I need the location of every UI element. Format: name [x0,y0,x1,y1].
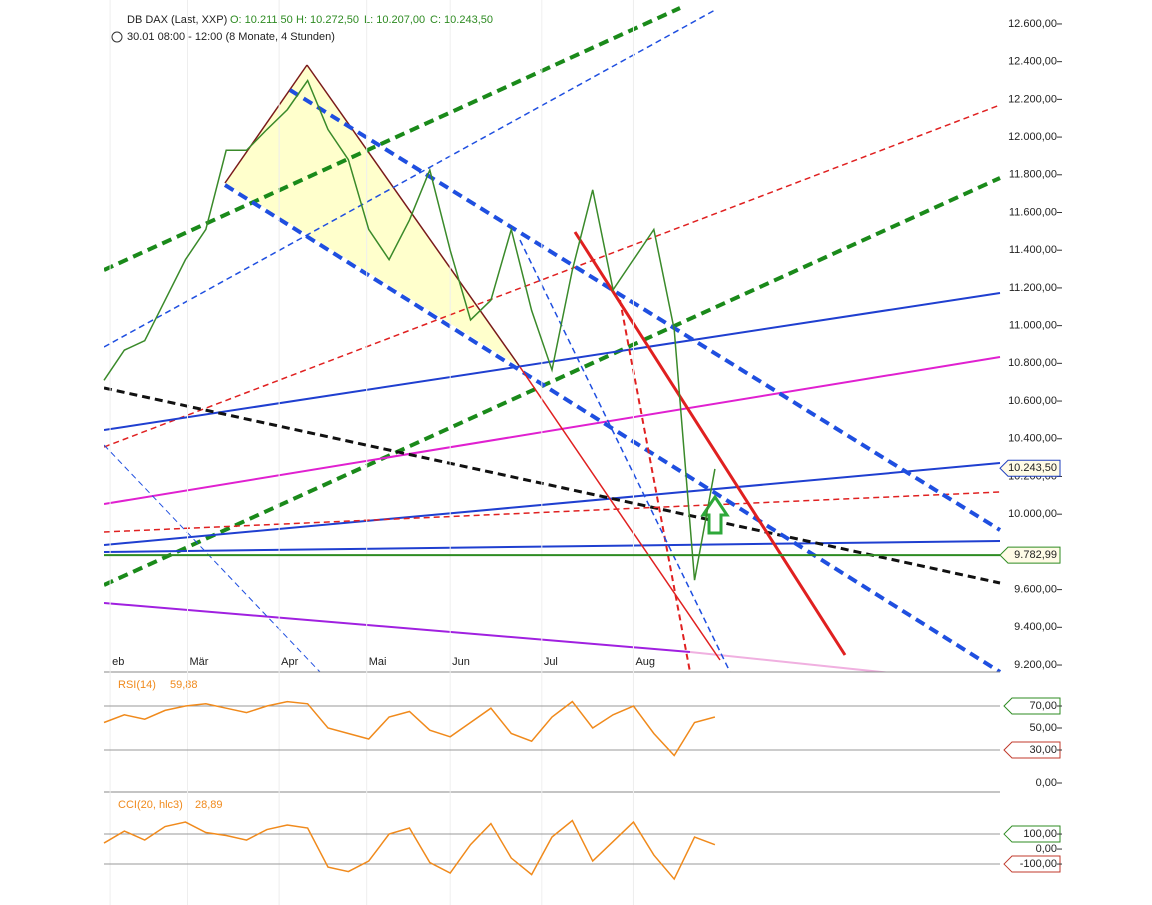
series-line [103,78,716,581]
trend-line [104,602,691,653]
x-tick-label: Jun [452,656,470,668]
y-tick-label: 70,00 [1029,700,1057,712]
trend-line [619,299,691,672]
ohlc: C: 10.243,50 [430,14,493,26]
trend-line [104,9,716,348]
y-tick-label: 10.000,00 [1008,508,1057,520]
trend-line [224,64,308,184]
y-tick-label: 9.600,00 [1014,584,1057,596]
arrow [700,494,730,535]
trend-line [104,540,1001,553]
x-tick-label: eb [112,656,124,668]
y-tick-label: 12.600,00 [1008,18,1057,30]
trend-line [104,386,1001,585]
trend-line [104,292,1001,431]
y-tick-label: 11.000,00 [1009,320,1057,332]
x-tick-label: Mär [189,656,208,668]
x-tick-label: Jul [544,656,558,668]
y-tick-label: 10.800,00 [1008,357,1057,369]
ohlc: O: 10.211,50 [230,14,293,26]
ohlc: H: 10.272,50 [296,14,359,26]
ohlc: L: 10.207,00 [364,14,425,26]
indicator-value: 28,89 [195,799,223,811]
trend-line [104,356,1001,505]
trend-line [519,239,731,672]
y-tick-label: 11.800,00 [1009,169,1057,181]
price-tag [999,459,1061,477]
price-tag [999,546,1061,564]
trend-line [306,64,521,368]
y-tick-label: 9.400,00 [1014,621,1057,633]
trend-line [104,462,1001,546]
trend-line [223,183,1002,672]
trend-line [689,651,891,672]
price-tag-label: 10.243,50 [1008,462,1057,474]
indicator-value: 59,88 [170,679,198,691]
indicator-title: RSI(14) [118,679,156,691]
triangle [225,65,520,367]
y-tick-label: 100,00 [1023,828,1057,840]
trend-line [104,491,1001,533]
y-tick-label: -100,00 [1020,858,1057,870]
trend-line [573,231,847,656]
indicator-title: CCI(20, hlc3) [118,799,183,811]
y-tick-label: 11.600,00 [1009,206,1057,218]
y-tick-label: 10.400,00 [1008,433,1057,445]
y-tick-label: 10.600,00 [1008,395,1057,407]
y-tick-label: 30,00 [1029,744,1057,756]
y-tick-label: 11.200,00 [1009,282,1057,294]
clock-icon [111,31,123,43]
x-tick-label: Mai [369,656,387,668]
y-tick-label: 9.200,00 [1014,659,1057,671]
y-tick-label: 11.400,00 [1009,244,1057,256]
y-tick-label: 0,00 [1036,843,1057,855]
y-tick-label: 50,00 [1029,722,1057,734]
x-tick-label: Aug [635,656,655,668]
y-tick-label: 12.200,00 [1008,93,1057,105]
trend-line [104,6,681,272]
trend-line [104,176,1001,587]
title: DB DAX (Last, XXP) [127,14,227,26]
price-tag-label: 9.782,99 [1014,549,1057,561]
y-tick-label: 0,00 [1036,777,1057,789]
trend-line [104,444,321,672]
series-line [103,700,716,757]
subtitle: 30.01 08:00 - 12:00 (8 Monate, 4 Stunden… [127,31,335,43]
trend-line [288,88,1002,532]
trend-lines [104,6,1002,672]
y-tick-label: 12.000,00 [1008,131,1057,143]
trend-line [104,104,1001,448]
y-tick-label: 12.400,00 [1008,56,1057,68]
x-tick-label: Apr [281,656,298,668]
series-line [103,819,716,881]
trend-line [519,366,721,661]
